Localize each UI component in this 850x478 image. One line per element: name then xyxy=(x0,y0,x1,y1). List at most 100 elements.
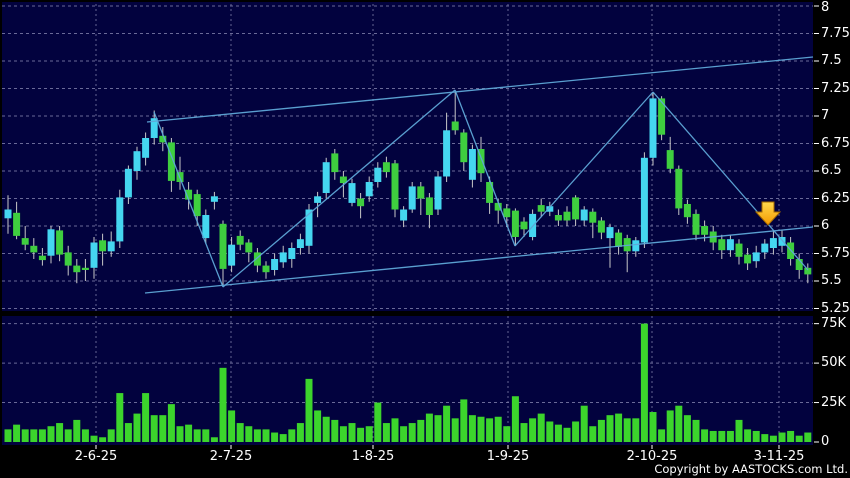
volume-bar xyxy=(21,429,29,442)
copyright-text: Copyright by AASTOCKS.com Ltd. xyxy=(654,462,848,476)
candle-body xyxy=(56,230,64,255)
candle-body xyxy=(219,223,227,269)
candle-body xyxy=(4,209,12,219)
candle-body xyxy=(142,138,150,158)
volume-bar xyxy=(468,415,476,442)
volume-bar xyxy=(296,423,304,442)
volume-bar xyxy=(365,426,373,442)
volume-bar xyxy=(494,416,502,442)
volume-bar xyxy=(709,430,717,442)
volume-bar xyxy=(159,415,167,442)
candle-body xyxy=(795,259,803,270)
volume-bar xyxy=(675,405,683,442)
candle-body xyxy=(305,209,313,246)
candle-body xyxy=(133,151,141,171)
price-axis-label: 7.5 xyxy=(821,53,842,68)
candle-body xyxy=(537,205,545,212)
volume-bar xyxy=(744,429,752,442)
candle-body xyxy=(271,259,279,270)
volume-bar xyxy=(640,323,648,442)
volume-bar xyxy=(778,432,786,442)
volume-bar xyxy=(554,424,562,442)
volume-bar xyxy=(400,426,408,442)
volume-bar xyxy=(339,426,347,442)
volume-bar xyxy=(245,426,253,442)
volume-bar xyxy=(150,415,158,442)
volume-bar xyxy=(606,415,614,442)
volume-bar xyxy=(219,367,227,442)
candle-body xyxy=(511,210,519,237)
candle-body xyxy=(718,239,726,251)
volume-bar xyxy=(408,423,416,442)
volume-bar xyxy=(348,423,356,442)
candle-body xyxy=(365,182,373,197)
volume-bar xyxy=(692,419,700,442)
volume-bar xyxy=(4,429,12,442)
trendline xyxy=(222,89,456,288)
volume-bar xyxy=(658,429,666,442)
candle-body xyxy=(744,254,752,264)
volume-bar xyxy=(787,430,795,442)
candle-body xyxy=(769,238,777,248)
candle-body xyxy=(193,194,201,217)
candle-body xyxy=(331,153,339,173)
candle-body xyxy=(658,98,666,135)
volume-bar xyxy=(477,416,485,442)
trendline xyxy=(153,111,224,288)
candle-body xyxy=(494,202,502,211)
candle-body xyxy=(408,186,416,210)
candle-body xyxy=(597,220,605,233)
candle-body xyxy=(520,221,528,230)
candle-body xyxy=(202,215,210,239)
volume-bar xyxy=(649,412,657,442)
candle-body xyxy=(228,244,236,266)
candle-body xyxy=(761,243,769,253)
volume-bar xyxy=(726,430,734,442)
volume-bar xyxy=(632,418,640,442)
candle-body xyxy=(615,232,623,247)
candle-body xyxy=(726,239,734,251)
volume-bar xyxy=(30,429,38,442)
volume-bar xyxy=(804,432,812,442)
volume-bar xyxy=(511,396,519,442)
trendline xyxy=(514,91,654,247)
candle-body xyxy=(572,197,580,220)
trendline xyxy=(652,91,809,271)
volume-bar xyxy=(701,429,709,442)
price-axis-label: 8 xyxy=(821,0,830,15)
volume-bar xyxy=(795,435,803,442)
volume-bar xyxy=(718,430,726,442)
candle-body xyxy=(391,163,399,210)
candle-body xyxy=(210,196,218,202)
volume-bar xyxy=(228,410,236,442)
price-axis-label: 6 xyxy=(821,218,830,233)
candle-body xyxy=(554,215,562,221)
volume-bar xyxy=(460,399,468,442)
candle-body xyxy=(124,168,132,198)
date-axis-label: 2-10-25 xyxy=(626,449,678,464)
candle-body xyxy=(38,255,46,261)
candle-body xyxy=(778,237,786,246)
candle-body xyxy=(546,206,554,212)
volume-bar xyxy=(262,429,270,442)
volume-bar xyxy=(382,423,390,442)
candle-body xyxy=(185,189,193,200)
candle-body xyxy=(460,132,468,163)
candle-body xyxy=(167,142,175,181)
price-axis-label: 5.75 xyxy=(821,245,850,261)
volume-bar xyxy=(683,415,691,442)
price-axis-label: 7.25 xyxy=(821,80,850,96)
candle-body xyxy=(314,196,322,203)
candle-body xyxy=(47,229,55,256)
candle-body xyxy=(279,252,287,263)
volume-bar xyxy=(331,419,339,442)
date-axis-label: 1-9-25 xyxy=(486,449,530,464)
volume-bar xyxy=(253,429,261,442)
volume-bar xyxy=(47,426,55,442)
volume-bar xyxy=(90,435,98,442)
candle-body xyxy=(417,186,425,199)
candle-body xyxy=(640,157,648,243)
